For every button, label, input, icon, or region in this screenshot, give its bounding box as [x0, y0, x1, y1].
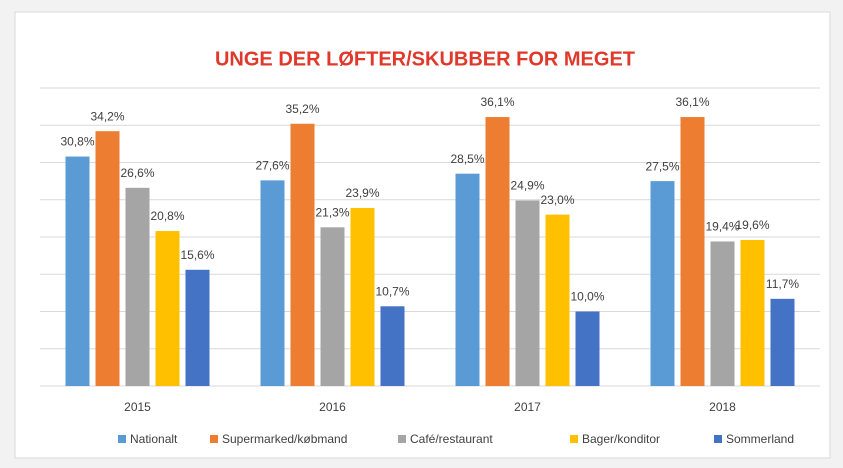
bar	[740, 239, 765, 386]
legend-label: Bager/konditor	[582, 432, 660, 446]
bar	[155, 231, 180, 386]
legend-swatch	[714, 435, 722, 443]
value-label: 36,1%	[675, 95, 709, 109]
legend-label: Sommerland	[726, 432, 794, 446]
value-label: 26,6%	[120, 166, 154, 180]
legend-label: Café/restaurant	[410, 432, 493, 446]
value-label: 36,1%	[480, 95, 514, 109]
bar	[455, 173, 480, 386]
legend-swatch	[570, 435, 578, 443]
bar	[125, 187, 150, 386]
bar	[575, 311, 600, 386]
legend-label: Supermarked/købmand	[222, 432, 347, 446]
value-label: 24,9%	[510, 179, 544, 193]
legend-swatch	[398, 435, 406, 443]
bar	[185, 269, 210, 386]
value-label: 34,2%	[90, 109, 124, 123]
x-tick-label: 2017	[514, 400, 541, 414]
bar	[545, 214, 570, 386]
legend-swatch	[118, 435, 126, 443]
bar	[515, 200, 540, 386]
bar	[710, 241, 735, 386]
value-label: 23,0%	[540, 193, 574, 207]
value-label: 20,8%	[150, 209, 184, 223]
bar	[650, 181, 675, 386]
bar	[260, 180, 285, 386]
value-label: 19,4%	[705, 220, 739, 234]
bar	[320, 227, 345, 386]
value-label: 27,5%	[645, 159, 679, 173]
legend-label: Nationalt	[130, 432, 178, 446]
bar	[380, 306, 405, 386]
x-tick-label: 2015	[124, 400, 151, 414]
value-label: 35,2%	[285, 102, 319, 116]
bar	[350, 207, 375, 386]
x-tick-label: 2016	[319, 400, 346, 414]
value-label: 15,6%	[180, 248, 214, 262]
value-label: 10,0%	[570, 290, 604, 304]
value-label: 23,9%	[345, 186, 379, 200]
bar	[290, 123, 315, 386]
bar	[485, 117, 510, 387]
value-label: 10,7%	[375, 284, 409, 298]
legend-swatch	[210, 435, 218, 443]
value-label: 19,6%	[735, 218, 769, 232]
x-tick-label: 2018	[709, 400, 736, 414]
value-label: 11,7%	[766, 277, 799, 291]
bar	[770, 298, 795, 386]
bar	[95, 131, 120, 386]
value-label: 27,6%	[255, 159, 289, 173]
chart-title: UNGE DER LØFTER/SKUBBER FOR MEGET	[215, 48, 635, 70]
value-label: 28,5%	[450, 152, 484, 166]
bar	[680, 117, 705, 387]
value-label: 30,8%	[60, 135, 94, 149]
bar	[65, 156, 90, 386]
value-label: 21,3%	[315, 205, 349, 219]
